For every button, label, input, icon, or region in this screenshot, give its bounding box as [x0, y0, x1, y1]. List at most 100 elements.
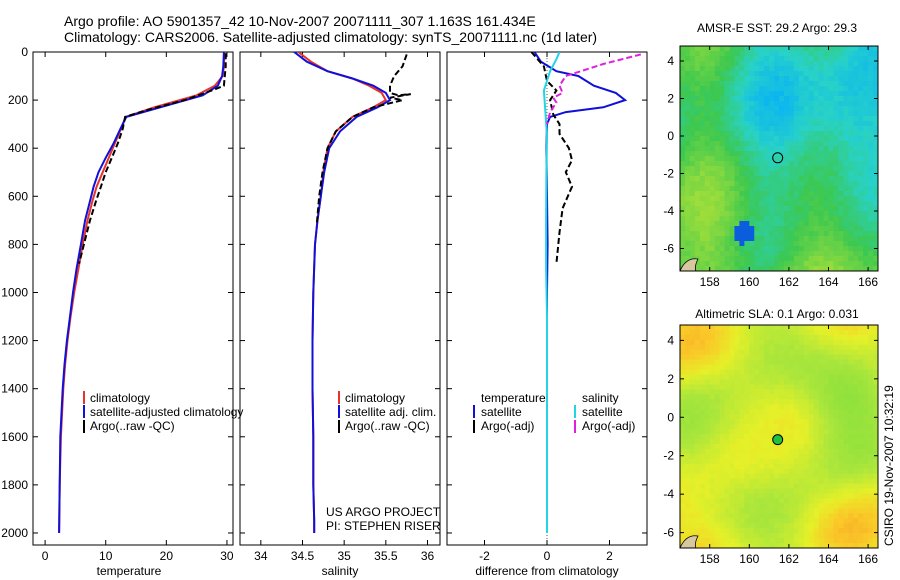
map-cell: [823, 483, 829, 489]
map-cell: [808, 349, 815, 356]
map-cell: [803, 46, 810, 52]
map-cell: [858, 236, 864, 242]
map-cell: [769, 116, 775, 122]
map-cell: [680, 251, 686, 257]
map-cell: [684, 409, 691, 415]
map-cell: [704, 419, 711, 425]
map-cell: [724, 106, 730, 112]
map-cell: [719, 191, 725, 197]
map-cell: [709, 236, 716, 242]
map-cell: [868, 414, 874, 420]
map-cell: [694, 419, 701, 425]
map-cell: [783, 71, 790, 77]
map-cell: [680, 329, 686, 336]
map-cell: [729, 344, 735, 351]
map-cell: [764, 523, 770, 529]
map-cell: [774, 131, 780, 137]
map-cell: [764, 488, 770, 494]
map-cell: [783, 543, 790, 548]
map-cell: [724, 399, 730, 405]
map-cell: [803, 538, 810, 544]
map-cell: [793, 329, 800, 336]
map-cell: [813, 339, 819, 346]
map-cell: [729, 71, 735, 77]
map-cell: [764, 414, 770, 420]
map-cell: [754, 453, 760, 460]
map-cell: [848, 56, 854, 62]
map-cell: [694, 111, 701, 117]
map-cell: [843, 141, 849, 147]
map-cell: [838, 533, 844, 539]
map-cell: [754, 458, 760, 465]
map-cell: [699, 221, 706, 227]
map-cell: [843, 394, 849, 400]
map-cell: [843, 443, 849, 450]
map-cell: [783, 86, 790, 92]
map-cell: [689, 176, 696, 182]
map-cell: [798, 146, 805, 152]
map-cell: [833, 106, 839, 112]
map-cell: [684, 146, 691, 152]
map-cell: [769, 359, 775, 366]
legend-label-sal-argo: Argo(-adj): [582, 419, 635, 433]
map-cell: [783, 443, 790, 450]
map-cell: [744, 384, 750, 390]
map-cell: [704, 261, 711, 267]
map-cell: [808, 429, 815, 435]
map-cell: [744, 429, 750, 435]
map-cell: [754, 508, 760, 514]
map-cell: [833, 141, 839, 147]
map-cell: [793, 349, 800, 356]
map-cell: [833, 488, 839, 494]
map-cell: [868, 453, 874, 460]
map-cell: [714, 329, 720, 336]
map-cell: [798, 91, 805, 97]
map-cell: [823, 543, 829, 548]
x-tick-label: 164: [818, 552, 838, 566]
map-cell: [828, 424, 834, 430]
map-cell: [699, 389, 706, 395]
map-cell: [709, 181, 716, 187]
map-cell: [818, 81, 824, 87]
map-cell: [684, 111, 691, 117]
map-cell: [774, 216, 780, 222]
map-cell: [873, 349, 878, 356]
map-cell: [739, 146, 745, 152]
map-cell: [783, 359, 790, 366]
y-tick-label: 1800: [1, 478, 28, 492]
map-cell: [734, 101, 740, 107]
map-cell: [779, 334, 785, 341]
map-cell: [833, 231, 839, 237]
map-cell: [803, 221, 810, 227]
map-cell: [858, 266, 864, 271]
map-cell: [828, 453, 834, 460]
map-cell: [694, 364, 701, 370]
map-cell: [699, 329, 706, 336]
map-cell: [764, 434, 770, 440]
map-cell: [680, 384, 686, 390]
map-cell: [704, 81, 711, 87]
map-cell: [863, 221, 869, 227]
map-cell: [724, 438, 730, 445]
map-cell: [734, 325, 740, 331]
map-cell: [729, 488, 735, 494]
map-cell: [764, 221, 770, 227]
x-tick-label: 162: [779, 552, 799, 566]
map-cell: [828, 503, 834, 509]
map-cell: [759, 453, 765, 460]
map-cell: [714, 46, 720, 52]
map-cell: [734, 364, 740, 370]
map-cell: [858, 389, 864, 395]
map-cell: [793, 256, 800, 262]
map-cell: [828, 151, 834, 157]
map-cell: [734, 51, 740, 57]
map-cell: [749, 523, 755, 529]
map-cell: [729, 379, 735, 385]
map-cell: [783, 448, 790, 455]
map-cell: [783, 211, 790, 217]
map-cell: [828, 131, 834, 137]
map-cell: [714, 424, 720, 430]
map-cell: [729, 171, 735, 177]
map-cell: [729, 46, 735, 52]
map-cell: [793, 81, 800, 87]
